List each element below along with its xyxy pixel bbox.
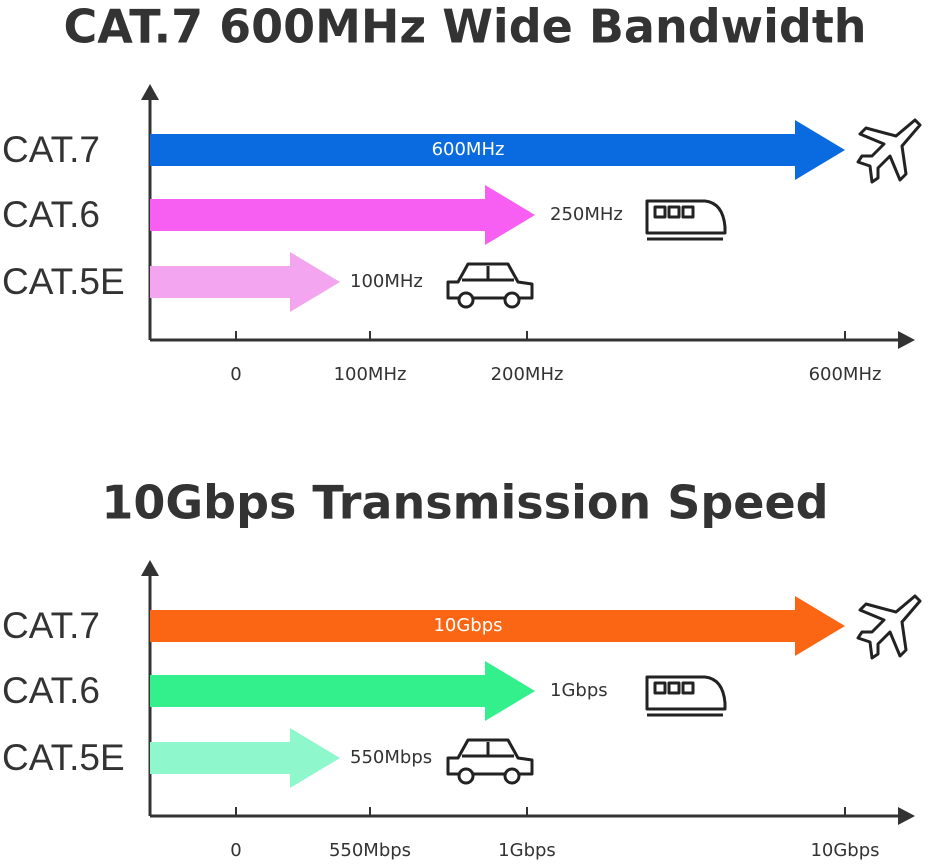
row-label: CAT.7 — [2, 129, 100, 170]
tick-label: 10Gbps — [810, 840, 879, 861]
tick-label: 0 — [230, 840, 241, 861]
row-label: CAT.6 — [2, 670, 100, 711]
arrow-bar — [150, 728, 340, 788]
car-shape — [446, 738, 534, 776]
x-axis-arrow — [898, 807, 915, 825]
tick-label: 100MHz — [334, 364, 407, 385]
train-window — [681, 205, 695, 219]
train-shape — [645, 675, 727, 711]
car-wheel — [503, 767, 521, 785]
car-wheel — [457, 291, 475, 309]
car-icon — [446, 738, 534, 785]
row-label: CAT.5E — [2, 261, 125, 302]
value-label: 250MHz — [550, 204, 623, 225]
tick-label: 1Gbps — [498, 840, 556, 861]
train-window — [653, 681, 667, 695]
train-icon — [645, 675, 727, 717]
train-shape — [645, 199, 727, 235]
train-window — [681, 681, 695, 695]
car-wheel — [457, 767, 475, 785]
train-window — [653, 205, 667, 219]
value-label: 100MHz — [350, 271, 423, 292]
car-shape — [446, 262, 534, 300]
plane-icon — [856, 118, 922, 184]
arrow-bar — [150, 596, 845, 656]
train-window — [667, 205, 681, 219]
value-label: 600MHz — [432, 139, 505, 160]
row-label: CAT.7 — [2, 605, 100, 646]
value-label: 550Mbps — [350, 747, 432, 768]
car-icon — [446, 262, 534, 309]
panel-title: CAT.7 600MHz Wide Bandwidth — [63, 0, 866, 54]
train-icon — [645, 199, 727, 241]
panel-title: 10Gbps Transmission Speed — [101, 476, 828, 530]
value-label: 1Gbps — [550, 680, 608, 701]
row-label: CAT.5E — [2, 737, 125, 778]
arrow-bar — [150, 185, 535, 245]
train-window — [667, 681, 681, 695]
arrow-bar — [150, 120, 845, 180]
plane-shape — [856, 118, 922, 184]
car-wheel — [503, 291, 521, 309]
value-label: 10Gbps — [433, 615, 502, 636]
plane-icon — [856, 594, 922, 660]
x-axis-arrow — [898, 331, 915, 349]
tick-label: 550Mbps — [329, 840, 411, 861]
row-label: CAT.6 — [2, 194, 100, 235]
y-axis-arrow — [141, 84, 159, 100]
tick-label: 0 — [230, 364, 241, 385]
arrow-bar — [150, 252, 340, 312]
arrow-bar — [150, 661, 535, 721]
tick-label: 200MHz — [491, 364, 564, 385]
plane-shape — [856, 594, 922, 660]
tick-label: 600MHz — [809, 364, 882, 385]
y-axis-arrow — [141, 560, 159, 576]
